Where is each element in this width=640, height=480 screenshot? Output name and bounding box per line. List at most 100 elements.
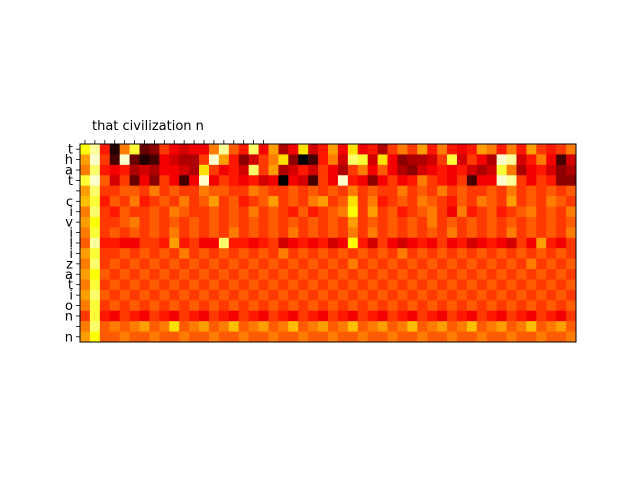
heatmap-cell bbox=[109, 248, 121, 260]
heatmap-cell bbox=[476, 331, 488, 343]
heatmap-cell bbox=[268, 206, 279, 218]
heatmap-cell bbox=[278, 321, 289, 332]
heatmap-cell bbox=[407, 321, 418, 332]
heatmap-cell bbox=[228, 206, 240, 218]
heatmap-cell bbox=[377, 279, 388, 291]
heatmap-cell bbox=[516, 331, 527, 343]
heatmap-cell bbox=[387, 248, 398, 260]
heatmap-cell bbox=[80, 300, 91, 312]
heatmap-cell bbox=[417, 269, 428, 280]
heatmap-cell bbox=[506, 300, 517, 312]
heatmap-cell bbox=[298, 185, 309, 197]
heatmap-cell bbox=[407, 206, 418, 218]
heatmap-cell bbox=[536, 237, 547, 249]
heatmap-cell bbox=[268, 216, 279, 228]
heatmap-cell bbox=[546, 144, 557, 155]
heatmap-cell bbox=[179, 248, 190, 260]
heatmap-cell bbox=[109, 196, 121, 207]
heatmap-cell bbox=[417, 331, 428, 343]
heatmap-cell bbox=[536, 258, 547, 270]
heatmap-cell bbox=[99, 300, 111, 312]
heatmap-cell bbox=[308, 185, 319, 197]
heatmap-cell bbox=[298, 154, 309, 166]
heatmap-cell bbox=[199, 144, 210, 155]
heatmap-cell bbox=[169, 258, 180, 270]
heatmap-cell bbox=[318, 175, 329, 187]
heatmap-cell bbox=[258, 279, 269, 291]
heatmap-cell bbox=[89, 279, 101, 291]
heatmap-cell bbox=[397, 258, 408, 270]
heatmap-cell bbox=[99, 196, 111, 207]
x-top-label: that civilization n bbox=[92, 119, 204, 134]
heatmap-cell bbox=[437, 269, 448, 280]
heatmap-cell bbox=[456, 258, 468, 270]
heatmap-cell bbox=[407, 196, 418, 207]
heatmap-cell bbox=[308, 206, 319, 218]
heatmap-cell bbox=[347, 248, 359, 260]
heatmap-cell bbox=[268, 248, 279, 260]
heatmap-cell bbox=[149, 248, 160, 260]
heatmap-cell bbox=[99, 258, 111, 270]
heatmap-cell bbox=[536, 216, 547, 228]
heatmap-cell bbox=[119, 216, 130, 228]
heatmap-cell bbox=[556, 237, 567, 249]
heatmap-cell bbox=[139, 269, 150, 280]
heatmap-cell bbox=[496, 300, 507, 312]
heatmap-cell bbox=[516, 196, 527, 207]
heatmap-cell bbox=[496, 164, 507, 176]
heatmap-cell bbox=[367, 227, 378, 239]
heatmap-cell bbox=[298, 144, 309, 155]
heatmap-cell bbox=[417, 196, 428, 207]
heatmap-cell bbox=[109, 227, 121, 239]
heatmap-cell bbox=[288, 331, 299, 343]
heatmap-cell bbox=[80, 258, 91, 270]
heatmap-cell bbox=[506, 258, 517, 270]
heatmap-cell bbox=[149, 144, 160, 155]
heatmap-cell bbox=[159, 331, 170, 343]
heatmap-cell bbox=[357, 289, 369, 301]
heatmap-cell bbox=[516, 216, 527, 228]
heatmap-cell bbox=[476, 321, 488, 332]
heatmap-cell bbox=[268, 154, 279, 166]
heatmap-cell bbox=[149, 196, 160, 207]
heatmap-cell bbox=[179, 321, 190, 332]
heatmap-cell bbox=[526, 310, 537, 322]
heatmap-cell bbox=[516, 164, 527, 176]
heatmap-cell bbox=[496, 196, 507, 207]
heatmap-cell bbox=[169, 269, 180, 280]
heatmap-cell bbox=[129, 248, 140, 260]
heatmap-cell bbox=[80, 279, 91, 291]
heatmap-cell bbox=[308, 227, 319, 239]
heatmap-cell bbox=[189, 269, 200, 280]
heatmap-cell bbox=[367, 289, 378, 301]
heatmap-cell bbox=[466, 185, 478, 197]
heatmap-cell bbox=[456, 289, 468, 301]
heatmap-cell bbox=[189, 258, 200, 270]
heatmap-cell bbox=[179, 206, 190, 218]
heatmap-cell bbox=[248, 321, 259, 332]
heatmap-cell bbox=[129, 227, 140, 239]
heatmap-cell bbox=[516, 144, 527, 155]
heatmap-cell bbox=[248, 164, 259, 176]
heatmap-cell bbox=[357, 185, 369, 197]
heatmap-cell bbox=[169, 331, 180, 343]
heatmap-cell bbox=[357, 331, 369, 343]
heatmap-cell bbox=[199, 154, 210, 166]
heatmap-cell bbox=[189, 248, 200, 260]
heatmap-cell bbox=[318, 164, 329, 176]
heatmap-cell bbox=[447, 144, 458, 155]
heatmap-cell bbox=[466, 269, 478, 280]
heatmap-cell bbox=[456, 185, 468, 197]
heatmap-cell bbox=[377, 227, 388, 239]
heatmap-cell bbox=[218, 175, 230, 187]
heatmap-cell bbox=[248, 310, 259, 322]
heatmap-cell bbox=[208, 331, 220, 343]
heatmap-cell bbox=[318, 279, 329, 291]
heatmap-cell bbox=[397, 310, 408, 322]
heatmap-cell bbox=[427, 216, 438, 228]
heatmap-cell bbox=[566, 331, 577, 343]
heatmap-cell bbox=[80, 196, 91, 207]
heatmap-cell bbox=[536, 279, 547, 291]
heatmap-cell bbox=[218, 206, 230, 218]
heatmap-cell bbox=[288, 289, 299, 301]
